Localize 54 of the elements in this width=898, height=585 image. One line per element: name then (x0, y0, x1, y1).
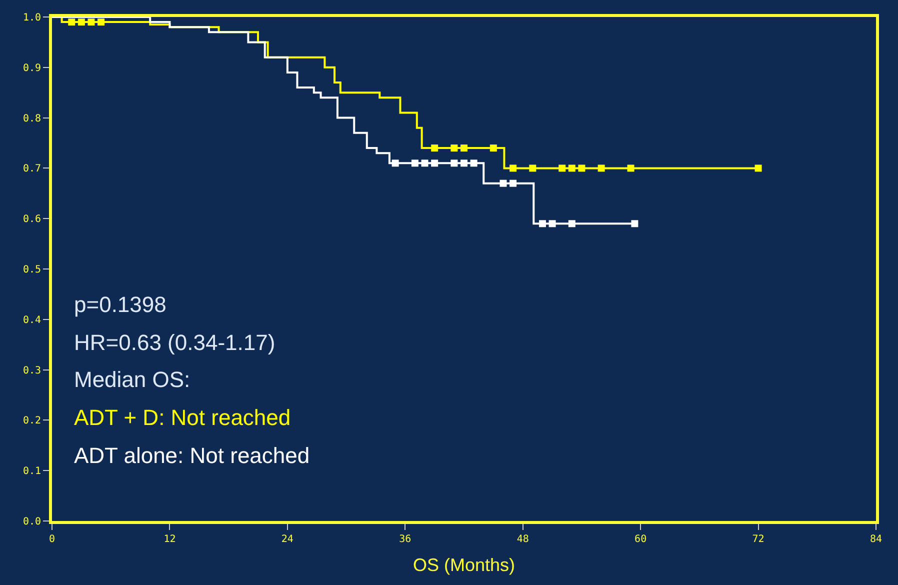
y-tick-label: 0.6 (22, 214, 41, 226)
x-tick-label: 36 (399, 534, 412, 545)
annotation: Median OS: (74, 367, 190, 392)
y-tick-label: 0.0 (22, 516, 41, 528)
y-tick-label: 0.5 (22, 264, 41, 276)
point (510, 164, 517, 172)
point (598, 164, 605, 172)
point (627, 164, 634, 172)
point (421, 160, 428, 167)
point (529, 164, 536, 172)
y-tick-label: 0.2 (22, 416, 41, 427)
point (450, 144, 458, 152)
annotation: ADT + D: Not reached (74, 405, 291, 430)
x-tick-label: 60 (634, 534, 647, 545)
x-tick-label: 84 (870, 534, 882, 545)
y-tick-label: 0.4 (22, 314, 41, 326)
x-tick-label: 48 (516, 534, 529, 545)
y-tick-label: 0.9 (22, 62, 41, 74)
y-tick-label: 0.3 (22, 365, 41, 376)
annotation: p=0.1398 (74, 292, 166, 317)
point (470, 160, 478, 167)
point (68, 18, 76, 26)
point (548, 220, 556, 228)
point (558, 164, 566, 172)
y-tick-label: 0.8 (22, 113, 41, 124)
annotation: HR=0.63 (0.34-1.17) (74, 330, 276, 355)
point (510, 180, 517, 187)
point (431, 144, 438, 152)
x-tick-label: 24 (281, 534, 294, 545)
point (98, 18, 105, 26)
point (754, 164, 762, 172)
point (490, 144, 497, 152)
point (460, 160, 468, 167)
annotation: ADT alone: Not reached (74, 443, 310, 468)
y-tick-label: 0.7 (22, 164, 41, 175)
point (460, 144, 468, 152)
point (392, 160, 399, 167)
point (431, 160, 438, 167)
x-tick-label: 12 (164, 534, 176, 545)
point (631, 220, 638, 228)
point (450, 160, 458, 167)
x-axis-title: OS (Months) (412, 555, 516, 576)
point (500, 180, 507, 187)
point (568, 220, 576, 228)
point (578, 164, 586, 172)
point (568, 164, 576, 172)
point (88, 18, 95, 26)
y-tick-label: 1.0 (22, 12, 41, 24)
point (538, 220, 546, 228)
x-tick-label: 0 (48, 534, 56, 545)
y-tick-label: 0.1 (22, 466, 41, 478)
x-tick-label: 72 (752, 534, 764, 545)
point (78, 18, 85, 26)
point (411, 160, 418, 167)
